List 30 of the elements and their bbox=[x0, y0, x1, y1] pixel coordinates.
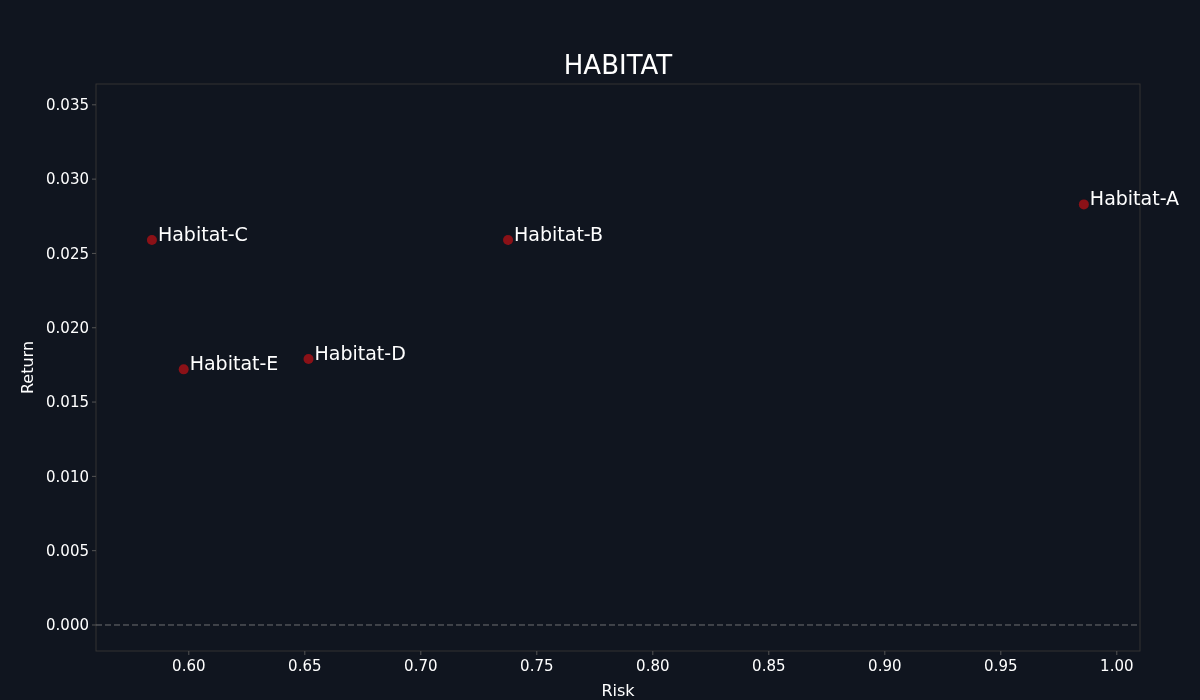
y-tick-label: 0.005 bbox=[46, 541, 89, 560]
point bbox=[503, 235, 514, 246]
annotation: Habitat-A bbox=[1089, 187, 1180, 210]
y-tick-label: 0.030 bbox=[46, 170, 89, 189]
point bbox=[303, 353, 314, 364]
point bbox=[178, 364, 189, 375]
x-tick-label: 0.85 bbox=[752, 657, 786, 675]
chart-title: HABITAT bbox=[563, 50, 673, 80]
x-tick-label: 0.95 bbox=[984, 657, 1018, 675]
y-tick-label: 0.010 bbox=[46, 467, 89, 486]
y-tick-label: 0.025 bbox=[46, 244, 89, 263]
annotation: Habitat-C bbox=[157, 223, 248, 246]
x-tick-label: 0.60 bbox=[172, 657, 206, 675]
x-tick-label: 1.00 bbox=[1100, 657, 1134, 675]
y-tick-label: 0.000 bbox=[46, 616, 89, 635]
x-tick-label: 0.65 bbox=[288, 657, 322, 675]
x-tick-label: 0.80 bbox=[636, 657, 670, 675]
y-tick-label: 0.015 bbox=[46, 393, 89, 412]
annotation: Habitat-E bbox=[189, 352, 279, 375]
x-axis-title: Risk bbox=[601, 681, 636, 700]
point bbox=[1078, 199, 1089, 210]
x-tick-label: 0.70 bbox=[404, 657, 438, 675]
x-tick-label: 0.75 bbox=[520, 657, 554, 675]
point bbox=[146, 235, 157, 246]
annotation: Habitat-D bbox=[314, 341, 406, 364]
y-tick-label: 0.035 bbox=[46, 96, 89, 115]
y-tick-label: 0.020 bbox=[46, 318, 89, 337]
x-tick-label: 0.90 bbox=[868, 657, 902, 675]
annotation: Habitat-B bbox=[514, 223, 604, 246]
y-axis-title: Return bbox=[18, 340, 37, 395]
